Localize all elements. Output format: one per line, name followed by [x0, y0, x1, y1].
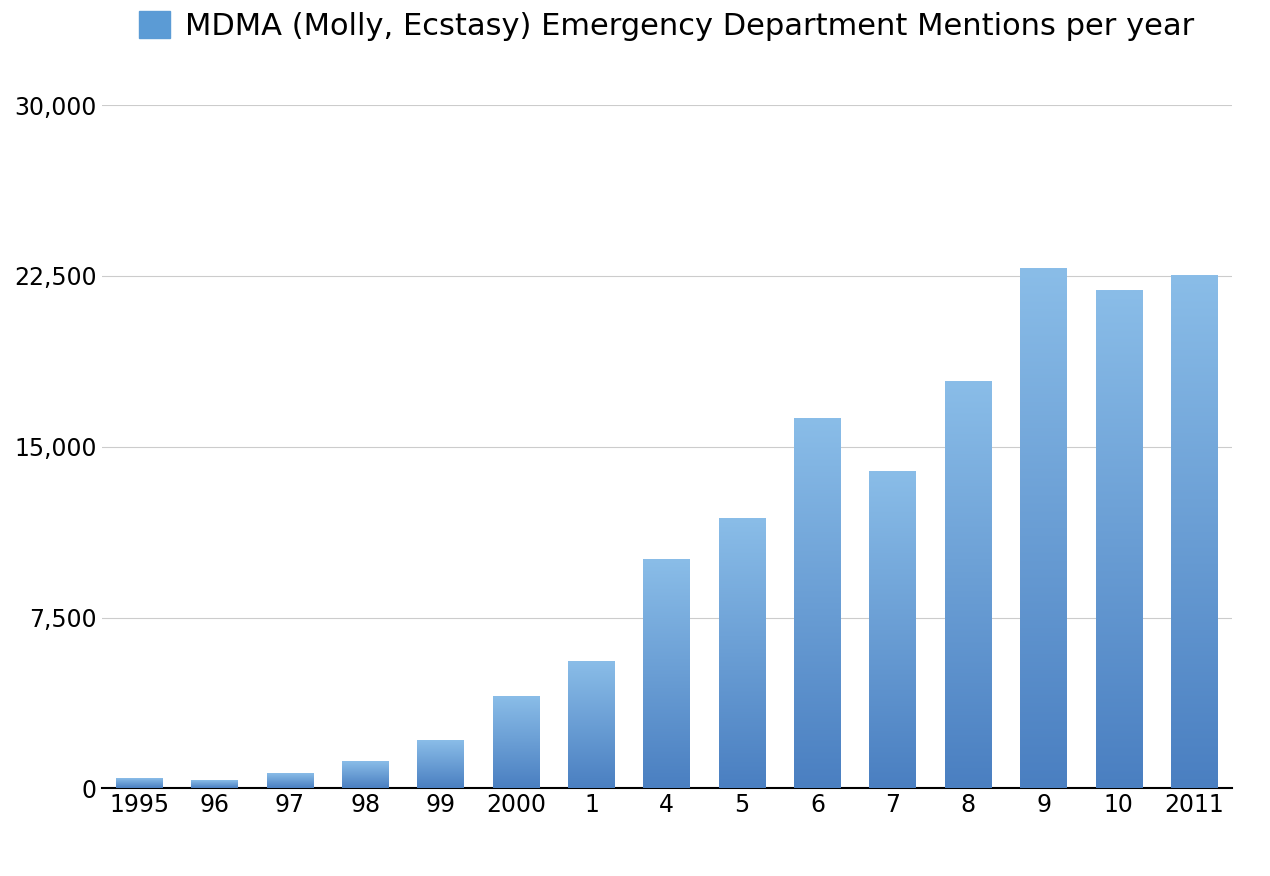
Legend: MDMA (Molly, Ecstasy) Emergency Department Mentions per year: MDMA (Molly, Ecstasy) Emergency Departme… — [140, 11, 1194, 41]
